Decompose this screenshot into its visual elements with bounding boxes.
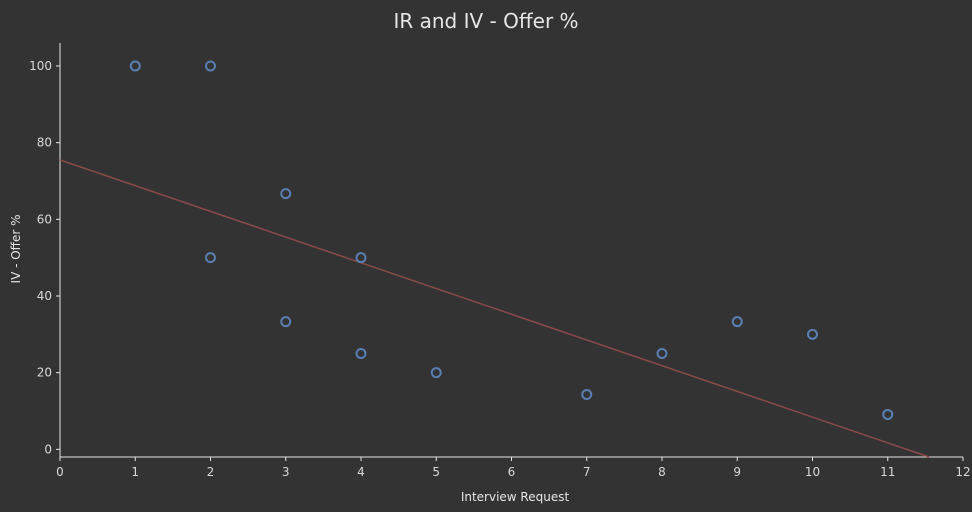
data-point[interactable]	[731, 316, 743, 328]
data-point[interactable]	[280, 316, 292, 328]
y-tick-label: 100	[29, 59, 52, 73]
y-tick-label: 80	[37, 136, 52, 150]
y-tick-label: 0	[44, 442, 52, 456]
x-tick-label: 10	[805, 465, 820, 479]
y-tick-label: 60	[37, 212, 52, 226]
y-tick-label: 20	[37, 366, 52, 380]
data-point[interactable]	[280, 188, 292, 200]
x-axis-label: Interview Request	[461, 490, 570, 504]
data-point[interactable]	[807, 328, 818, 340]
axes	[59, 43, 963, 458]
x-tick-label: 2	[207, 465, 215, 479]
y-tick-label: 40	[37, 289, 52, 303]
data-point[interactable]	[581, 389, 593, 401]
data-point[interactable]	[205, 252, 216, 264]
trend-line	[59, 159, 930, 458]
x-tick-label: 5	[432, 465, 440, 479]
x-axis-ticks: 0 1 2 3 4 5 6 7 8 9 10 11 12	[56, 457, 971, 479]
x-tick-label: 4	[357, 465, 365, 479]
data-point[interactable]	[656, 348, 668, 359]
data-point[interactable]	[355, 252, 367, 264]
data-point[interactable]	[882, 408, 894, 420]
data-point[interactable]	[205, 60, 216, 72]
y-axis-label: IV - Offer %	[9, 215, 23, 284]
x-tick-label: 11	[880, 465, 895, 479]
x-tick-label: 8	[658, 465, 666, 479]
chart-title: IR and IV - Offer %	[393, 9, 578, 33]
x-tick-label: 6	[508, 465, 516, 479]
data-point[interactable]	[355, 348, 367, 359]
data-point[interactable]	[129, 60, 141, 72]
x-tick-label: 1	[131, 465, 139, 479]
data-point[interactable]	[430, 367, 442, 379]
x-tick-label: 3	[282, 465, 290, 479]
x-tick-label: 0	[56, 465, 64, 479]
data-points	[129, 60, 894, 420]
x-tick-label: 12	[955, 465, 970, 479]
x-tick-label: 9	[733, 465, 741, 479]
x-tick-label: 7	[583, 465, 591, 479]
y-axis-ticks: 0 20 40 60 80 100	[29, 59, 60, 456]
